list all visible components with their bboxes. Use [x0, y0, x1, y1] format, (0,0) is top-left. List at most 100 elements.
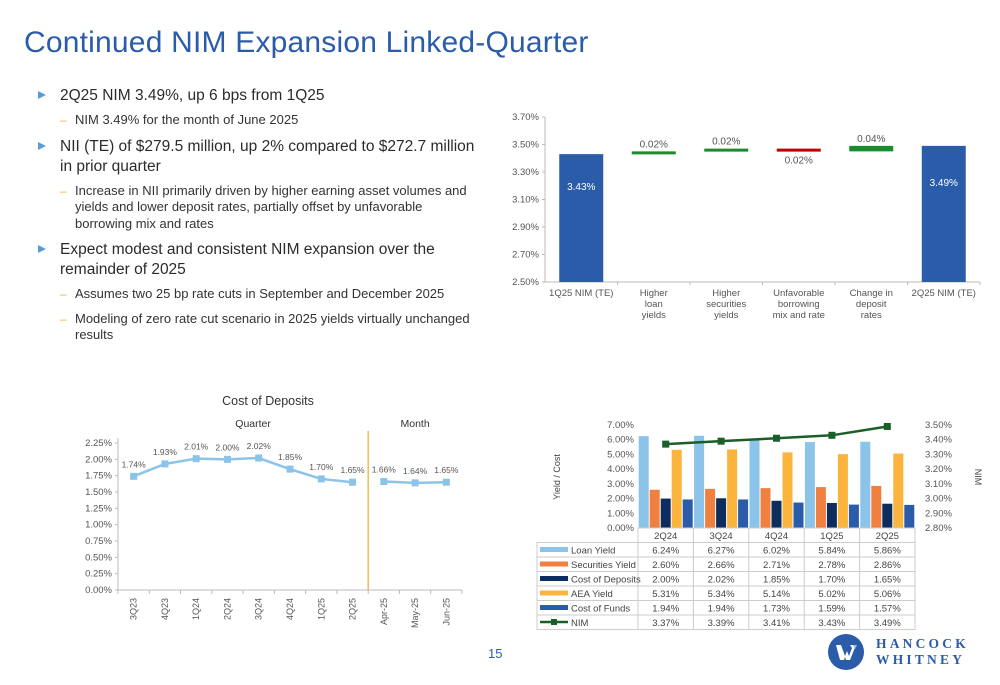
bar-loan-yield	[638, 436, 649, 528]
data-label: 1.66%	[372, 465, 397, 475]
sub-bullet-text: Assumes two 25 bp rate cuts in September…	[75, 286, 445, 301]
x-category-label: 1Q25 NIM (TE)	[549, 288, 613, 299]
legend-swatch	[540, 547, 568, 552]
data-point-marker	[161, 460, 169, 468]
yield-cost-nim-chart: 0.00% 1.00% 2.00% 3.00% 4.00% 5.00% 6.00% 7.00%…	[536, 420, 983, 630]
x-category-label: Change in	[850, 288, 893, 299]
table-row-label: Loan Yield	[571, 546, 615, 557]
y-tick-label: 1.00%	[607, 508, 634, 519]
data-label: 2.01%	[184, 442, 209, 452]
series-line-quarter	[133, 456, 353, 484]
chart-title: Cost of Deposits	[222, 394, 314, 408]
nim-marker	[828, 431, 836, 439]
waterfall-data-label: 3.49%	[930, 178, 958, 189]
data-label: 1.64%	[403, 466, 428, 476]
y-tick-label: 2.70%	[512, 250, 539, 261]
table-row-label: NIM	[571, 618, 589, 629]
table-row-label: Cost of Deposits	[571, 575, 641, 586]
legend-marker-swatch	[551, 619, 557, 625]
x-category-label: 2Q24	[222, 598, 232, 620]
bar-aea-yield	[727, 449, 738, 528]
bar-securities-yield	[705, 488, 716, 528]
y2-axis-title: NIM	[973, 469, 983, 486]
bar-aea-yield	[671, 449, 682, 528]
cost-of-deposits-chart: Cost of Deposits 0.00% 0.25% 0.50% 0.75% 1.00…	[85, 394, 463, 628]
x-category-label: deposit	[856, 299, 887, 310]
table-cell: 5.84%	[818, 546, 845, 557]
bullet-arrow-icon	[38, 141, 46, 150]
waterfall-data-label: 0.02%	[785, 156, 813, 167]
y-tick-label: 3.30%	[512, 167, 539, 178]
table-cell: 2.02%	[708, 575, 735, 586]
data-label: 1.65%	[434, 465, 459, 475]
table-cell: 5.31%	[652, 589, 679, 600]
x-category-label: Jun-25	[441, 598, 451, 626]
y-tick-label: 0.75%	[85, 536, 112, 547]
x-category-label: 1Q24	[191, 598, 201, 620]
table-row-label: AEA Yield	[571, 589, 613, 600]
y-tick-label: 0.50%	[85, 552, 112, 563]
y-tick-label: 2.50%	[512, 277, 539, 288]
waterfall-bar-increase	[849, 145, 894, 152]
bar-aea-yield	[837, 454, 848, 528]
page-number: 15	[488, 646, 503, 661]
sub-bullet-item: – NIM 3.49% for the month of June 2025	[38, 112, 478, 129]
y2-tick-label: 3.40%	[925, 435, 952, 446]
group-label-month: Month	[400, 418, 429, 430]
x-category-label: rates	[861, 310, 882, 321]
x-category-label: 3Q24	[254, 598, 264, 620]
y-tick-label: 7.00%	[607, 420, 634, 431]
table-cell: 6.27%	[708, 546, 735, 557]
x-category-label: May-25	[410, 598, 420, 628]
logo-text-hancock: HANCOCK	[876, 636, 969, 651]
y2-tick-label: 2.80%	[925, 523, 952, 534]
bar-cost-of-funds	[793, 502, 804, 528]
table-cell: 2.86%	[874, 560, 901, 571]
bar-cost-of-funds	[738, 499, 749, 528]
y-tick-label: 6.00%	[607, 435, 634, 446]
bar-cost-of-funds	[682, 499, 693, 528]
data-point-marker	[286, 465, 294, 473]
table-cell: 1.94%	[708, 604, 735, 615]
y-tick-label: 0.25%	[85, 569, 112, 580]
nim-marker	[883, 422, 891, 430]
y2-tick-label: 3.10%	[925, 479, 952, 490]
legend-swatch	[540, 605, 568, 610]
y-tick-label: 3.70%	[512, 112, 539, 123]
y-tick-label: 2.00%	[85, 454, 112, 465]
table-cell: 2.00%	[652, 575, 679, 586]
table-column-header: 3Q24	[709, 531, 732, 542]
x-category-label: 3Q23	[129, 598, 139, 620]
bar-loan-yield	[694, 435, 705, 528]
bar-loan-yield	[749, 439, 760, 528]
table-cell: 1.65%	[874, 575, 901, 586]
table-column-header: 2Q24	[654, 531, 677, 542]
y-tick-label: 1.50%	[85, 487, 112, 498]
nim-marker	[717, 437, 725, 445]
sub-bullet-item: – Increase in NII primarily driven by hig…	[38, 183, 478, 233]
data-point-marker	[442, 478, 450, 486]
bullet-text: Expect modest and consistent NIM expansi…	[60, 241, 435, 278]
legend-swatch	[540, 576, 568, 581]
x-category-label: borrowing	[778, 299, 820, 310]
data-label: 2.00%	[215, 442, 240, 452]
bullet-arrow-icon	[38, 245, 46, 253]
bullet-text: 2Q25 NIM 3.49%, up 6 bps from 1Q25	[60, 87, 325, 104]
waterfall-data-label: 0.04%	[857, 134, 885, 145]
table-cell: 1.94%	[652, 604, 679, 615]
y-tick-label: 4.00%	[607, 464, 634, 475]
table-column-header: 1Q25	[820, 531, 843, 542]
bullet-item: Expect modest and consistent NIM expansi…	[38, 240, 478, 280]
data-point-marker	[411, 479, 419, 487]
data-point-marker	[130, 472, 138, 480]
dash-icon: –	[60, 287, 67, 301]
legend-swatch	[540, 590, 568, 596]
bar-cost-of-deposits	[882, 503, 893, 528]
table-column-header: 2Q25	[876, 531, 899, 542]
table-cell: 1.73%	[763, 604, 790, 615]
data-label: 2.02%	[247, 441, 272, 451]
data-label: 1.70%	[309, 462, 334, 472]
table-row-label: Securities Yield	[571, 560, 636, 571]
waterfall-data-label: 0.02%	[712, 137, 740, 148]
data-point-marker	[192, 455, 200, 463]
